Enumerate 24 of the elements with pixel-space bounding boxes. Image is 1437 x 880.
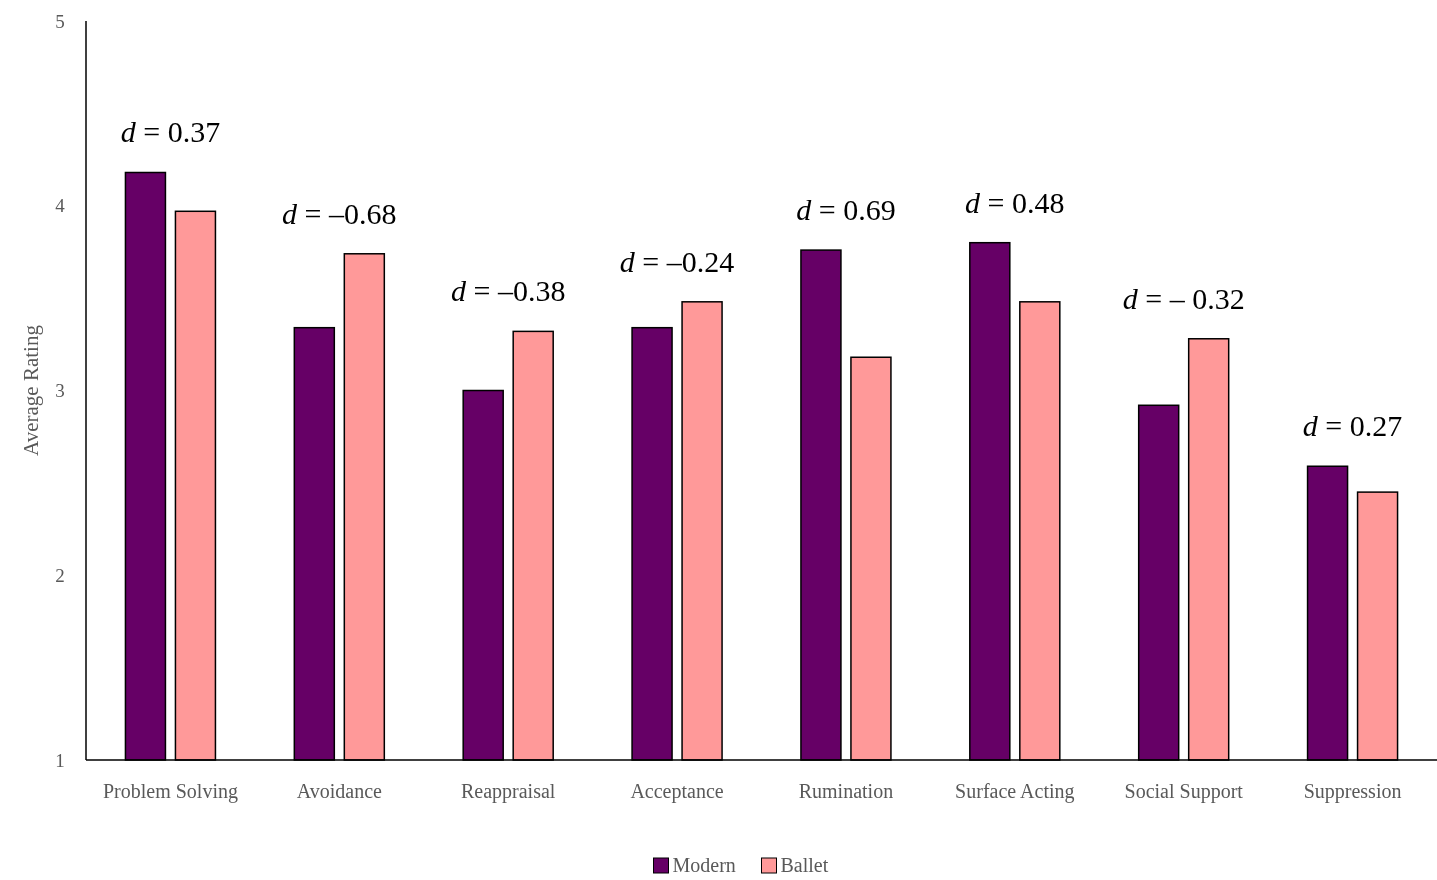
annotation: d = –0.24: [619, 244, 735, 278]
x-tick-label: Suppression: [1303, 780, 1402, 803]
annotation: d = 0.69: [796, 193, 896, 227]
x-tick-label: Social Support: [1124, 780, 1244, 803]
y-axis-title: Average Rating: [19, 324, 43, 456]
annotation: d = –0.68: [282, 196, 397, 230]
x-tick-label: Reappraisal: [460, 780, 556, 803]
annotation: d = –0.38: [450, 274, 566, 308]
legend-label: Ballet: [780, 854, 829, 876]
annotation: d = 0.48: [965, 185, 1065, 219]
y-tick-label: 5: [55, 10, 65, 32]
y-tick-label: 2: [55, 564, 65, 586]
y-tick-label: 4: [55, 195, 66, 217]
legend-label: Modern: [672, 854, 736, 876]
x-tick-label: Surface Acting: [955, 780, 1075, 803]
x-tick-label: Rumination: [798, 780, 894, 802]
y-tick-label: 3: [55, 380, 65, 402]
annotation: d = 0.37: [120, 115, 221, 149]
x-tick-label: Acceptance: [630, 780, 724, 803]
x-tick-label: Avoidance: [296, 780, 382, 802]
x-tick-label: Problem Solving: [102, 780, 238, 803]
y-tick-label: 1: [55, 749, 65, 771]
annotation: d = 0.27: [1302, 409, 1403, 443]
annotation: d = – 0.32: [1122, 281, 1245, 315]
